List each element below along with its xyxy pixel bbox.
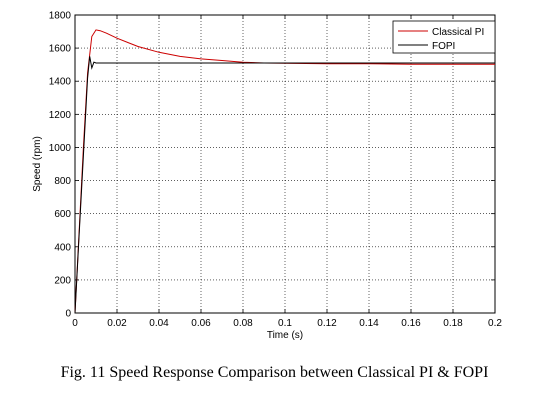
x-tick-label: 0.06	[191, 318, 211, 329]
y-tick-label: 1200	[49, 110, 72, 121]
x-tick-label: 0	[72, 318, 78, 329]
axis-ticks: 0 0.02 0.04 0.06 0.08 0.1 0.12 0.14 0.16 0.18 0.2 0…	[49, 11, 503, 330]
series-line-classical-pi	[74, 29, 495, 314]
y-tick-label: 400	[54, 242, 71, 253]
y-axis-label: Speed (rpm)	[32, 136, 43, 192]
x-tick-label: 0.16	[401, 318, 421, 329]
x-tick-label: 0.04	[149, 318, 169, 329]
plot-area	[74, 14, 496, 314]
y-tick-label: 600	[54, 209, 71, 220]
speed-response-chart: 0 0.02 0.04 0.06 0.08 0.1 0.12 0.14 0.16 0.18 0.2 0…	[32, 11, 503, 342]
series-lines	[74, 29, 495, 314]
x-tick-label: 0.18	[443, 318, 463, 329]
x-tick-label: 0.1	[278, 318, 292, 329]
legend: Classical PI FOPI	[392, 20, 496, 54]
legend-box	[392, 20, 496, 54]
y-tick-label: 1600	[49, 44, 72, 55]
y-tick-label: 800	[54, 176, 71, 187]
y-tick-label: 1400	[49, 77, 72, 88]
x-tick-label: 0.2	[488, 318, 502, 329]
figure-caption: Fig. 11 Speed Response Comparison betwee…	[60, 364, 489, 381]
legend-label-classical-pi: Classical PI	[432, 27, 484, 38]
y-tick-label: 200	[54, 275, 71, 286]
y-tick-label: 1800	[49, 11, 72, 22]
x-axis-label: Time (s)	[267, 330, 303, 341]
y-tick-label: 1000	[49, 143, 72, 154]
x-tick-label: 0.14	[359, 318, 379, 329]
y-tick-label: 0	[65, 309, 71, 320]
series-line-fopi	[74, 56, 495, 314]
grid-lines	[75, 15, 495, 313]
legend-label-fopi: FOPI	[432, 41, 455, 52]
x-tick-label: 0.08	[233, 318, 253, 329]
x-tick-label: 0.12	[317, 318, 337, 329]
x-tick-label: 0.02	[107, 318, 127, 329]
